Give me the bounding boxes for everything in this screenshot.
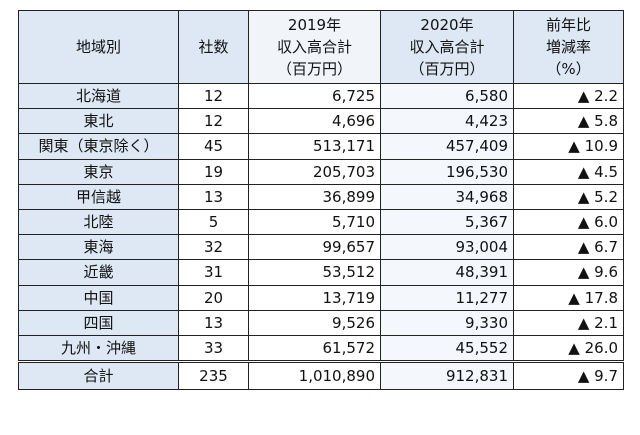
region-cell: 甲信越 [18,183,179,210]
region-cell: 中国 [18,284,179,311]
total-row: 合計 235 1,010,890 912,831 ▲ 9.7 [18,360,624,391]
total-change: ▲ 9.7 [513,360,624,391]
header-row: 地域別 社数 2019年 収入高合計 （百万円） 2020年 収入高合計 （百万… [18,10,624,84]
region-cell: 東海 [18,234,179,261]
total-label: 合計 [18,360,179,391]
change-cell: ▲ 2.2 [513,82,624,110]
table-row: 東京 19 205,703 196,530 ▲ 4.5 [18,158,624,185]
change-cell: ▲ 26.0 [513,334,624,363]
companies-cell: 12 [178,82,249,110]
total-companies: 235 [178,360,249,391]
header-2020-revenue: 2020年 収入高合計 （百万円） [380,10,514,84]
revenue-2019-cell: 61,572 [248,334,381,363]
table-row: 東海 32 99,657 93,004 ▲ 6.7 [18,234,624,261]
change-cell: ▲ 2.1 [513,309,624,336]
header-2019-revenue: 2019年 収入高合計 （百万円） [248,10,381,84]
companies-cell: 31 [178,259,249,286]
table-row: 北海道 12 6,725 6,580 ▲ 2.2 [18,82,624,110]
revenue-2019-cell: 205,703 [248,158,381,185]
companies-cell: 13 [178,183,249,210]
revenue-2020-cell: 6,580 [380,82,514,110]
companies-cell: 32 [178,234,249,261]
regional-revenue-table: 地域別 社数 2019年 収入高合計 （百万円） 2020年 収入高合計 （百万… [18,10,624,391]
table-row: 東北 12 4,696 4,423 ▲ 5.8 [18,108,624,135]
revenue-2020-cell: 11,277 [380,284,514,311]
revenue-2019-cell: 5,710 [248,208,381,236]
revenue-2020-cell: 9,330 [380,309,514,336]
table-row: 北陸 5 5,710 5,367 ▲ 6.0 [18,208,624,236]
companies-cell: 19 [178,158,249,185]
table-row: 甲信越 13 36,899 34,968 ▲ 5.2 [18,183,624,210]
region-cell: 北海道 [18,82,179,110]
change-cell: ▲ 6.7 [513,234,624,261]
region-cell: 東北 [18,108,179,135]
revenue-2019-cell: 36,899 [248,183,381,210]
table-row: 関東（東京除く） 45 513,171 457,409 ▲ 10.9 [18,133,624,160]
revenue-2019-cell: 13,719 [248,284,381,311]
revenue-2020-cell: 34,968 [380,183,514,210]
region-cell: 東京 [18,158,179,185]
region-cell: 四国 [18,309,179,336]
regional-revenue-table-container: 地域別 社数 2019年 収入高合計 （百万円） 2020年 収入高合計 （百万… [18,10,624,391]
change-cell: ▲ 6.0 [513,208,624,236]
revenue-2019-cell: 6,725 [248,82,381,110]
total-2019: 1,010,890 [248,360,381,391]
header-yoy-change: 前年比 増減率 （%） [513,10,624,84]
revenue-2020-cell: 5,367 [380,208,514,236]
region-cell: 北陸 [18,208,179,236]
table-row: 近畿 31 53,512 48,391 ▲ 9.6 [18,259,624,286]
change-cell: ▲ 5.2 [513,183,624,210]
change-cell: ▲ 5.8 [513,108,624,135]
change-cell: ▲ 9.6 [513,259,624,286]
revenue-2020-cell: 457,409 [380,133,514,160]
region-cell: 関東（東京除く） [18,133,179,160]
change-cell: ▲ 10.9 [513,133,624,160]
header-companies: 社数 [178,10,249,84]
revenue-2020-cell: 45,552 [380,334,514,363]
revenue-2020-cell: 196,530 [380,158,514,185]
revenue-2020-cell: 48,391 [380,259,514,286]
region-cell: 九州・沖縄 [18,334,179,363]
revenue-2019-cell: 53,512 [248,259,381,286]
companies-cell: 13 [178,309,249,336]
change-cell: ▲ 17.8 [513,284,624,311]
table-row: 九州・沖縄 33 61,572 45,552 ▲ 26.0 [18,334,624,363]
revenue-2020-cell: 93,004 [380,234,514,261]
header-region: 地域別 [18,10,179,84]
companies-cell: 12 [178,108,249,135]
table-row: 四国 13 9,526 9,330 ▲ 2.1 [18,309,624,336]
revenue-2019-cell: 513,171 [248,133,381,160]
revenue-2019-cell: 9,526 [248,309,381,336]
total-2020: 912,831 [380,360,514,391]
companies-cell: 20 [178,284,249,311]
companies-cell: 45 [178,133,249,160]
companies-cell: 33 [178,334,249,363]
companies-cell: 5 [178,208,249,236]
revenue-2020-cell: 4,423 [380,108,514,135]
revenue-2019-cell: 4,696 [248,108,381,135]
change-cell: ▲ 4.5 [513,158,624,185]
revenue-2019-cell: 99,657 [248,234,381,261]
table-row: 中国 20 13,719 11,277 ▲ 17.8 [18,284,624,311]
region-cell: 近畿 [18,259,179,286]
